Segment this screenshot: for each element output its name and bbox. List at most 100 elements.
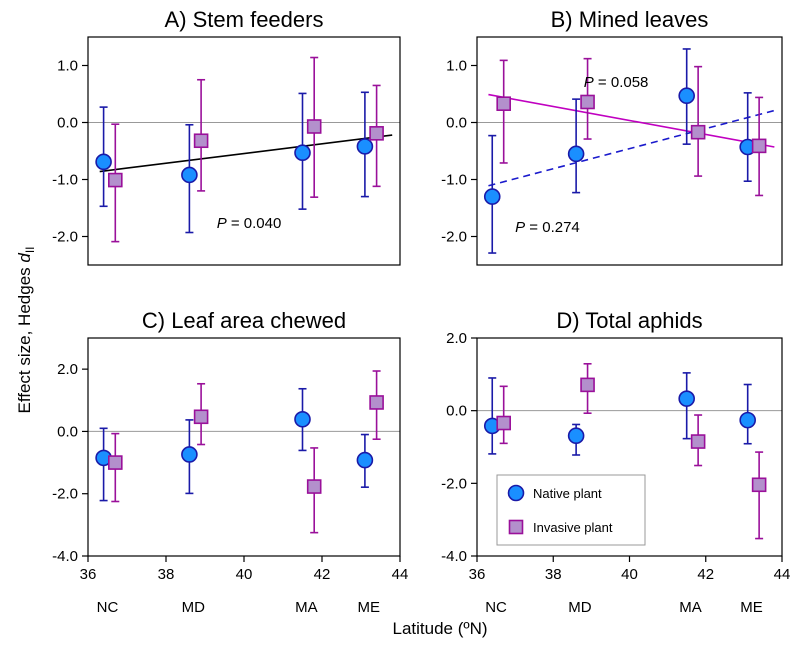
legend-native-label: Native plant <box>533 486 602 501</box>
y-tick-label: 0.0 <box>57 423 78 440</box>
native-point: Native plant: -0.74 <box>181 419 198 495</box>
state-label-me: ME <box>740 599 763 616</box>
native-marker: Native plant: -0.69 <box>567 427 585 445</box>
p-value: = 0.040 <box>227 215 282 232</box>
p-symbol: P <box>515 219 525 236</box>
panel-C-title: C) Leaf area chewed <box>142 308 346 333</box>
p-value: = 0.274 <box>525 219 580 236</box>
invasive-point: Invasive plant: -0.17 <box>690 65 706 177</box>
panels: A) Stem feeders -2.0 -1.0 0.0 1.0 Native plan… <box>52 7 790 583</box>
state-labels: NC MD MA ME NC MD MA ME <box>97 599 763 616</box>
invasive-marker: Invasive plant: -0.19 <box>369 126 384 141</box>
invasive-point: Invasive plant: -0.19 <box>369 84 384 188</box>
native-marker: Native plant: -0.92 <box>181 166 198 184</box>
native-marker: Native plant: -0.26 <box>739 411 756 429</box>
y-tick-label: 1.0 <box>446 58 467 75</box>
native-point: Native plant: 0.33 <box>678 372 695 440</box>
native-point: Native plant: -0.85 <box>95 427 112 502</box>
y-axis-label-sub: II <box>23 246 37 253</box>
invasive-point: Invasive plant: 0.33 <box>496 59 511 164</box>
native-marker: Native plant: -0.74 <box>181 446 198 463</box>
legend: Native plant Invasive plant <box>496 474 646 546</box>
invasive-marker: Invasive plant: 0.71 <box>580 377 595 393</box>
p-value-annotation: P = 0.040 <box>217 215 282 232</box>
native-point: Native plant: -0.42 <box>483 377 501 455</box>
p-value-annotation: P = 0.274 <box>515 219 580 236</box>
invasive-marker: Invasive plant: -0.34 <box>496 415 511 431</box>
invasive-point: Invasive plant: -0.34 <box>496 385 511 445</box>
p-value: = 0.058 <box>594 74 649 91</box>
y-tick-label: 0.0 <box>446 115 467 132</box>
native-point: Native plant: -0.69 <box>95 106 112 208</box>
invasive-marker: Invasive plant: -1 <box>108 455 123 470</box>
regression-line <box>99 134 393 173</box>
invasive-point: Invasive plant: 0.71 <box>580 362 595 415</box>
native-point: Native plant: -0.53 <box>294 92 311 210</box>
native-marker: Native plant: 0.39 <box>294 410 311 428</box>
state-label-me: ME <box>358 599 381 616</box>
invasive-marker: Invasive plant: 0.93 <box>369 395 384 410</box>
state-label-ma: MA <box>295 599 318 616</box>
x-tick-label: 44 <box>774 566 791 583</box>
y-tick-label: 2.0 <box>446 330 467 347</box>
panel-B-title: B) Mined leaves <box>551 7 709 32</box>
x-tick-label: 36 <box>80 566 97 583</box>
invasive-point: Invasive plant: 0.36 <box>580 57 595 140</box>
p-value-annotation: P = 0.058 <box>584 74 649 91</box>
x-tick-label: 40 <box>621 566 638 583</box>
x-tick-label: 42 <box>697 566 714 583</box>
invasive-point: Invasive plant: -0.85 <box>690 414 706 467</box>
invasive-point: Invasive plant: -1 <box>108 432 123 503</box>
legend-native-marker <box>507 484 525 502</box>
state-label-nc: NC <box>97 599 119 616</box>
invasive-point: Invasive plant: -0.41 <box>751 96 767 197</box>
state-label-ma: MA <box>679 599 702 616</box>
regression-line <box>488 109 775 187</box>
native-marker: Native plant: -0.42 <box>356 138 374 155</box>
panel-B: B) Mined leaves -2.0 -1.0 0.0 1.0 Native plan… <box>441 7 783 266</box>
invasive-marker: Invasive plant: 0.36 <box>580 94 595 110</box>
y-tick-label: -4.0 <box>52 548 78 565</box>
native-point: Native plant: -0.69 <box>567 423 585 456</box>
y-tick-label: -1.0 <box>52 172 78 189</box>
native-point: Native plant: -0.42 <box>356 91 374 198</box>
native-point: Native plant: -0.55 <box>567 98 585 194</box>
native-point: Native plant: -1.3 <box>483 134 501 254</box>
native-marker: Native plant: -0.92 <box>356 451 374 469</box>
invasive-point: Invasive plant: -1.77 <box>306 447 322 534</box>
native-point: Native plant: 0.47 <box>678 48 695 145</box>
x-tick-label: 38 <box>545 566 562 583</box>
y-tick-label: -1.0 <box>441 172 467 189</box>
x-tick-label: 38 <box>158 566 175 583</box>
invasive-marker: Invasive plant: -1.01 <box>108 172 123 188</box>
invasive-point: Invasive plant: -0.07 <box>306 56 322 198</box>
regression-line <box>488 93 775 148</box>
native-point: Native plant: -0.92 <box>356 433 374 488</box>
plot-frame <box>87 36 401 266</box>
invasive-marker: Invasive plant: -0.41 <box>751 138 767 154</box>
native-point: Native plant: -0.26 <box>739 383 756 445</box>
native-marker: Native plant: 0.33 <box>678 390 695 407</box>
native-marker: Native plant: -0.55 <box>567 145 585 163</box>
y-tick-label: -2.0 <box>52 486 78 503</box>
invasive-marker: Invasive plant: -0.85 <box>690 434 706 449</box>
panel-D-title: D) Total aphids <box>556 308 702 333</box>
invasive-marker: Invasive plant: -1.77 <box>306 479 322 494</box>
x-tick-label: 36 <box>469 566 486 583</box>
state-label-nc: NC <box>485 599 507 616</box>
y-axis-label-main: Effect size, Hedges <box>15 263 34 414</box>
panel-C: C) Leaf area chewed -4.0 -2.0 0.0 2.0 36 38 40 4… <box>52 308 408 583</box>
x-axis-label: Latitude (ºN) <box>392 619 487 638</box>
native-point: Native plant: 0.39 <box>294 387 311 452</box>
invasive-point: Invasive plant: -2.04 <box>751 451 767 540</box>
y-axis-label-d: d <box>15 253 34 263</box>
panel-D: D) Total aphids -4.0 -2.0 0.0 2.0 36 38 40 42 44 N… <box>441 308 790 583</box>
y-tick-label: -2.0 <box>52 229 78 246</box>
native-marker: Native plant: -1.3 <box>483 188 501 205</box>
y-tick-label: 1.0 <box>57 58 78 75</box>
panel-A-title: A) Stem feeders <box>165 7 324 32</box>
invasive-marker: Invasive plant: -0.32 <box>193 133 209 149</box>
plot-frame <box>476 36 783 266</box>
native-marker: Native plant: 0.47 <box>678 87 695 105</box>
